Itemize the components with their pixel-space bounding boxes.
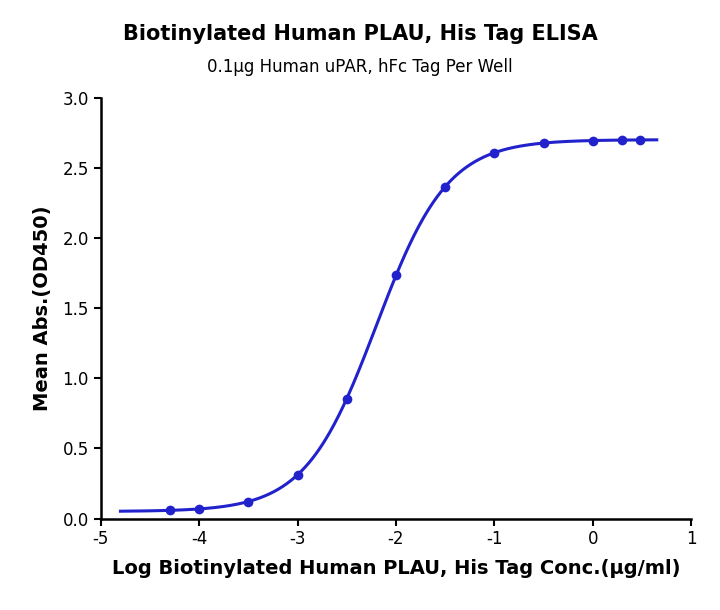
Text: Biotinylated Human PLAU, His Tag ELISA: Biotinylated Human PLAU, His Tag ELISA	[122, 24, 598, 45]
X-axis label: Log Biotinylated Human PLAU, His Tag Conc.(μg/ml): Log Biotinylated Human PLAU, His Tag Con…	[112, 559, 680, 578]
Text: 0.1μg Human uPAR, hFc Tag Per Well: 0.1μg Human uPAR, hFc Tag Per Well	[207, 58, 513, 76]
Y-axis label: Mean Abs.(OD450): Mean Abs.(OD450)	[32, 206, 52, 411]
